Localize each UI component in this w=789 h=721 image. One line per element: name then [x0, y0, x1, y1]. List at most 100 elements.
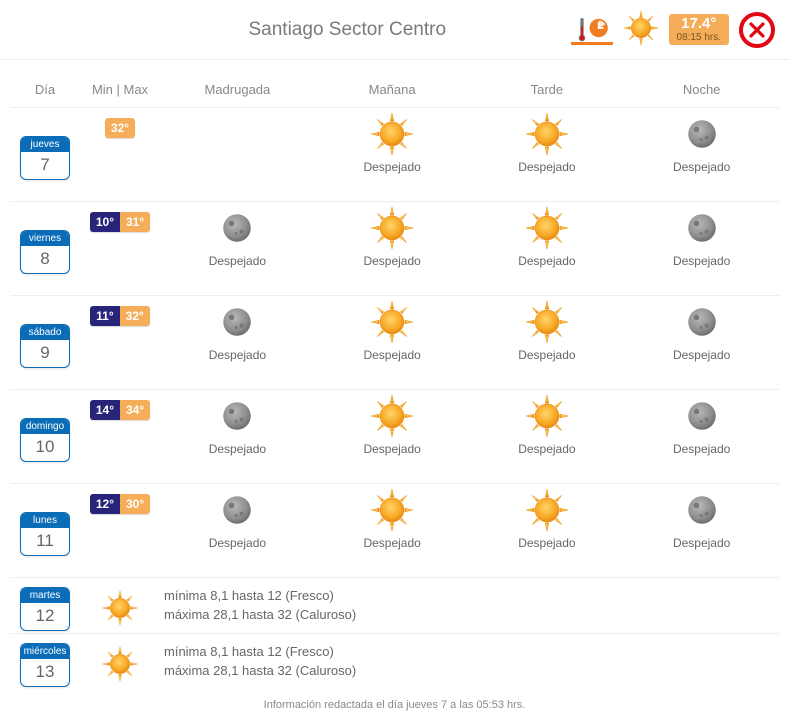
- col-header-madrugada: Madrugada: [160, 82, 315, 97]
- moon-icon: [680, 488, 724, 532]
- sun-icon: [370, 300, 414, 344]
- sun-icon: [102, 646, 138, 682]
- current-temp-value: 17.4°: [681, 16, 716, 33]
- forecast-row-extended: martes 12 mínima 8,1 hasta 12 (Fresco) m…: [10, 577, 779, 633]
- moon-icon: [215, 206, 259, 250]
- temp-max: 32°: [120, 306, 150, 326]
- close-button[interactable]: [739, 12, 775, 48]
- day-badge[interactable]: miércoles 13: [20, 643, 70, 687]
- day-name: domingo: [21, 419, 69, 434]
- forecast-cell: Despejado: [624, 108, 779, 201]
- condition-label: Despejado: [209, 348, 266, 362]
- temp-cell: 11°32°: [80, 296, 160, 389]
- day-badge[interactable]: viernes 8: [20, 230, 70, 274]
- day-name: sábado: [21, 325, 69, 340]
- extended-line2: máxima 28,1 hasta 32 (Caluroso): [164, 606, 779, 624]
- condition-label: Despejado: [363, 536, 420, 550]
- condition-label: Despejado: [518, 254, 575, 268]
- observation-icon[interactable]: [571, 15, 613, 45]
- temp-max: 32°: [105, 118, 135, 138]
- day-badge[interactable]: sábado 9: [20, 324, 70, 368]
- sun-icon: [525, 300, 569, 344]
- sun-icon: [370, 488, 414, 532]
- footer-text: Información redactada el día jueves 7 a …: [0, 693, 789, 721]
- condition-label: Despejado: [673, 160, 730, 174]
- day-cell: viernes 8: [10, 202, 80, 295]
- day-badge[interactable]: lunes 11: [20, 512, 70, 556]
- forecast-cell-empty: [160, 108, 315, 201]
- forecast-row: jueves 7 32° Despejado Despejado Despeja…: [10, 107, 779, 201]
- sun-icon: [525, 206, 569, 250]
- forecast-cell: Despejado: [160, 296, 315, 389]
- day-cell: sábado 9: [10, 296, 80, 389]
- temp-cell: 14°34°: [80, 390, 160, 483]
- extended-line1: mínima 8,1 hasta 12 (Fresco): [164, 587, 779, 605]
- forecast-cell: Despejado: [624, 202, 779, 295]
- forecast-row-extended: miércoles 13 mínima 8,1 hasta 12 (Fresco…: [10, 633, 779, 689]
- condition-label: Despejado: [363, 254, 420, 268]
- forecast-cell: Despejado: [624, 390, 779, 483]
- forecast-row: viernes 8 10°31° Despejado Despejado Des…: [10, 201, 779, 295]
- sun-icon: [525, 112, 569, 156]
- col-header-manana: Mañana: [315, 82, 470, 97]
- moon-icon: [215, 300, 259, 344]
- day-badge[interactable]: domingo 10: [20, 418, 70, 462]
- temp-max: 31°: [120, 212, 150, 232]
- day-number: 13: [21, 659, 69, 686]
- day-cell: jueves 7: [10, 108, 80, 201]
- day-cell: domingo 10: [10, 390, 80, 483]
- day-cell: miércoles 13: [10, 634, 80, 689]
- day-number: 9: [21, 340, 69, 367]
- day-name: jueves: [21, 137, 69, 152]
- header: Santiago Sector Centro 17.4° 08:15 hrs.: [0, 0, 789, 60]
- current-condition-icon: [623, 10, 659, 49]
- forecast-table: Día Min | Max Madrugada Mañana Tarde Noc…: [0, 60, 789, 693]
- forecast-cell: Despejado: [470, 390, 625, 483]
- day-name: martes: [21, 588, 69, 603]
- extended-summary: mínima 8,1 hasta 12 (Fresco) máxima 28,1…: [160, 578, 779, 633]
- temp-cell: 10°31°: [80, 202, 160, 295]
- condition-label: Despejado: [209, 536, 266, 550]
- day-badge[interactable]: martes 12: [20, 587, 70, 631]
- day-name: lunes: [21, 513, 69, 528]
- moon-icon: [215, 488, 259, 532]
- day-name: miércoles: [21, 644, 69, 659]
- col-header-minmax: Min | Max: [80, 82, 160, 97]
- day-number: 7: [21, 152, 69, 179]
- forecast-row: lunes 11 12°30° Despejado Despejado Desp…: [10, 483, 779, 577]
- table-header: Día Min | Max Madrugada Mañana Tarde Noc…: [10, 68, 779, 107]
- sun-icon: [525, 488, 569, 532]
- forecast-cell: Despejado: [624, 484, 779, 577]
- condition-label: Despejado: [363, 442, 420, 456]
- condition-label: Despejado: [363, 160, 420, 174]
- day-cell: martes 12: [10, 578, 80, 633]
- forecast-cell: Despejado: [315, 484, 470, 577]
- condition-label: Despejado: [209, 442, 266, 456]
- sun-icon: [370, 394, 414, 438]
- forecast-cell: Despejado: [470, 296, 625, 389]
- moon-icon: [215, 394, 259, 438]
- condition-label: Despejado: [673, 442, 730, 456]
- temp-cell: 12°30°: [80, 484, 160, 577]
- forecast-cell: Despejado: [470, 202, 625, 295]
- col-header-dia: Día: [10, 82, 80, 97]
- condition-label: Despejado: [673, 348, 730, 362]
- condition-label: Despejado: [363, 348, 420, 362]
- temp-badge: 11°32°: [90, 306, 150, 326]
- day-cell: lunes 11: [10, 484, 80, 577]
- temp-min: 14°: [90, 400, 120, 420]
- sun-icon: [370, 112, 414, 156]
- condition-label: Despejado: [518, 536, 575, 550]
- temp-min: 10°: [90, 212, 120, 232]
- moon-icon: [680, 394, 724, 438]
- temp-badge: 12°30°: [90, 494, 150, 514]
- condition-label: Despejado: [518, 348, 575, 362]
- current-temp-time: 08:15 hrs.: [677, 32, 721, 43]
- col-header-tarde: Tarde: [470, 82, 625, 97]
- forecast-cell: Despejado: [624, 296, 779, 389]
- day-number: 12: [21, 603, 69, 630]
- day-badge[interactable]: jueves 7: [20, 136, 70, 180]
- day-number: 11: [21, 528, 69, 555]
- extended-line2: máxima 28,1 hasta 32 (Caluroso): [164, 662, 779, 680]
- forecast-cell: Despejado: [315, 296, 470, 389]
